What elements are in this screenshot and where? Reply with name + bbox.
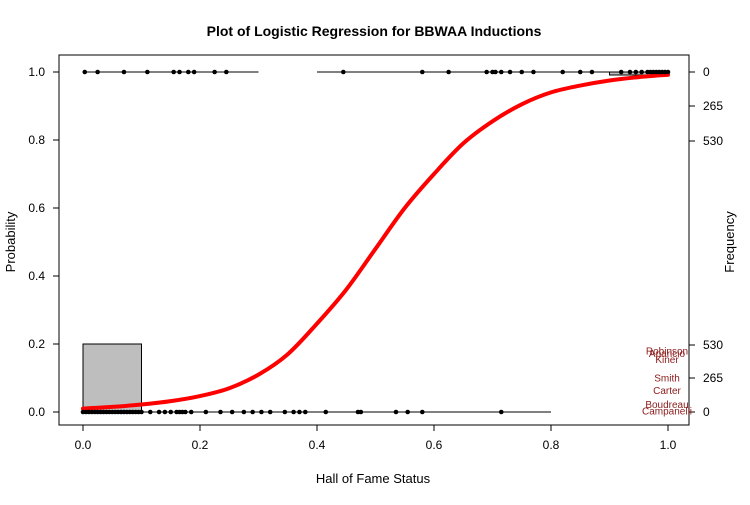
frequency-tick-label: 530 [703, 338, 723, 352]
y-axis-label: Probability [3, 211, 18, 272]
frequency-tick-label: 0 [703, 405, 710, 419]
data-point-not-inducted [297, 409, 302, 415]
data-point-inducted [589, 69, 595, 75]
data-point-inducted [82, 69, 88, 75]
x-tick-label: 0.8 [543, 438, 560, 452]
data-point-not-inducted [282, 409, 288, 415]
annotation-label: Aparicio [649, 349, 686, 360]
data-point-inducted [560, 69, 565, 75]
frequency-tick-label: 0 [703, 65, 710, 79]
x-tick-label: 0.2 [192, 438, 209, 452]
chart-title: Plot of Logistic Regression for BBWAA In… [207, 23, 542, 39]
plot-frame [58, 54, 690, 426]
data-point-not-inducted [291, 409, 296, 415]
data-point-not-inducted [358, 409, 364, 415]
data-point-not-inducted [267, 409, 273, 415]
curve-layer [81, 72, 670, 411]
x-axis-label: Hall of Fame Status [316, 471, 431, 486]
data-point-not-inducted [393, 409, 399, 415]
frequency-tick-label: 265 [703, 371, 723, 385]
data-point-not-inducted [303, 409, 308, 415]
histogram-layer [82, 71, 669, 413]
data-point-not-inducted [229, 409, 235, 415]
data-point-inducted [507, 69, 513, 75]
data-point-not-inducted [405, 409, 410, 415]
data-point-not-inducted [203, 409, 209, 415]
annotation-label: Kiner [655, 355, 679, 366]
data-point-inducted [145, 69, 150, 75]
data-point-inducted [498, 69, 504, 75]
data-point-not-inducted [168, 409, 174, 415]
annotation-label: Boudreau [645, 400, 688, 411]
x-tick-label: 0.0 [75, 438, 92, 452]
secondary-y-axis-label: Frequency [722, 211, 737, 273]
data-point-not-inducted [156, 409, 162, 415]
data-point-inducted [171, 69, 176, 75]
data-point-not-inducted [323, 409, 329, 415]
data-point-not-inducted [183, 409, 188, 415]
data-point-inducted [121, 69, 127, 75]
data-point-not-inducted [188, 409, 194, 415]
frequency-tick-label: 530 [703, 134, 723, 148]
data-point-inducted [446, 69, 451, 75]
frequency-tick-label: 265 [703, 99, 723, 113]
x-tick-label: 0.6 [426, 438, 443, 452]
data-point-inducted [191, 69, 197, 75]
data-point-inducted [531, 69, 536, 75]
data-point-inducted [177, 69, 182, 75]
data-point-inducted [519, 69, 525, 75]
annotation-label: Robinson [646, 346, 688, 357]
data-point-inducted [212, 69, 217, 75]
y-tick-label: 0.0 [28, 405, 45, 419]
y-tick-label: 0.8 [28, 133, 45, 147]
y-tick-label: 0.2 [28, 337, 45, 351]
point-layer [80, 69, 671, 415]
data-point-not-inducted [218, 409, 223, 415]
y-tick-label: 0.6 [28, 201, 45, 215]
data-point-not-inducted [259, 409, 264, 415]
x-tick-label: 0.4 [309, 438, 326, 452]
data-point-not-inducted [420, 409, 425, 415]
data-point-inducted [95, 69, 100, 75]
data-point-not-inducted [139, 409, 144, 415]
data-point-not-inducted [498, 409, 504, 415]
data-point-inducted [577, 69, 583, 75]
annotation-label: Campanelli [642, 406, 692, 417]
data-point-inducted [627, 69, 633, 75]
annotation-label: Carter [653, 386, 681, 397]
data-point-not-inducted [250, 409, 255, 415]
jitter-span-layer [83, 71, 668, 413]
data-point-not-inducted [162, 409, 168, 415]
data-point-inducted [639, 69, 644, 75]
annotation-label: Smith [654, 374, 680, 385]
data-point-inducted [618, 69, 624, 75]
data-point-inducted [493, 69, 498, 75]
data-point-inducted [633, 69, 639, 75]
data-point-inducted [341, 69, 346, 75]
data-point-not-inducted [147, 409, 153, 415]
data-point-inducted [484, 69, 489, 75]
x-tick-label: 1.0 [660, 438, 677, 452]
data-point-inducted [224, 69, 229, 75]
y-tick-label: 0.4 [28, 269, 45, 283]
data-point-not-inducted [241, 409, 247, 415]
data-point-inducted [665, 69, 671, 75]
logistic-curve-line [81, 72, 670, 411]
data-point-inducted [420, 69, 425, 75]
axis-layer: 0.0 0.2 0.4 0.6 0.8 1.0 0.0 0.2 0.4 0.6 0.8 1.0 0 265… [28, 65, 723, 452]
data-point-inducted [186, 69, 191, 75]
histogram-bar-bottom [82, 343, 142, 413]
y-tick-label: 1.0 [28, 65, 45, 79]
